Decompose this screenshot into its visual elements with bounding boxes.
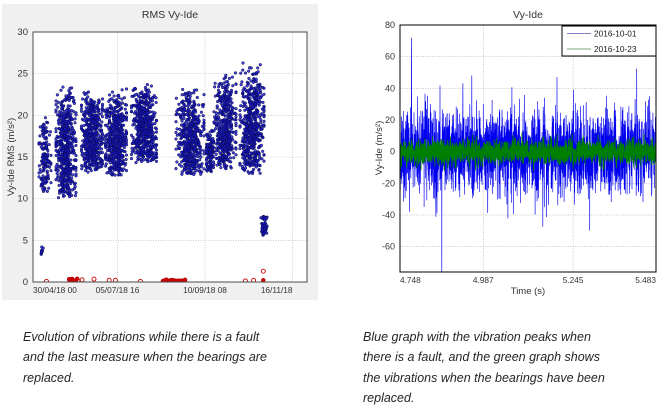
svg-text:15: 15 xyxy=(17,152,28,163)
svg-text:Vy-Ide RMS (m/s²): Vy-Ide RMS (m/s²) xyxy=(6,118,17,196)
svg-text:Vy-Ide: Vy-Ide xyxy=(513,9,543,21)
svg-text:5: 5 xyxy=(23,235,28,246)
svg-text:Time (s): Time (s) xyxy=(511,286,545,297)
svg-text:16/11/18: 16/11/18 xyxy=(261,285,293,295)
svg-text:20: 20 xyxy=(385,115,395,125)
svg-text:20: 20 xyxy=(17,110,28,121)
svg-text:60: 60 xyxy=(385,52,395,62)
svg-text:0: 0 xyxy=(23,277,28,288)
svg-text:4.987: 4.987 xyxy=(473,275,494,285)
svg-text:2016-10-01: 2016-10-01 xyxy=(594,28,637,38)
svg-text:RMS Vy-Ide: RMS Vy-Ide xyxy=(142,9,198,21)
svg-text:05/07/18 16: 05/07/18 16 xyxy=(96,285,140,295)
svg-text:30/04/18 00: 30/04/18 00 xyxy=(33,285,77,295)
svg-text:-60: -60 xyxy=(382,242,395,252)
svg-text:40: 40 xyxy=(385,83,395,93)
svg-text:10/09/18 08: 10/09/18 08 xyxy=(183,285,227,295)
svg-text:0: 0 xyxy=(390,147,395,157)
svg-text:30: 30 xyxy=(17,27,28,38)
svg-text:5.245: 5.245 xyxy=(563,275,584,285)
svg-text:Vy-Ide (m/s²): Vy-Ide (m/s²) xyxy=(374,121,385,176)
svg-text:-40: -40 xyxy=(382,210,395,220)
svg-text:2016-10-23: 2016-10-23 xyxy=(594,44,637,54)
svg-text:5.483: 5.483 xyxy=(635,275,656,285)
svg-text:-20: -20 xyxy=(382,178,395,188)
svg-text:80: 80 xyxy=(385,20,395,30)
svg-text:10: 10 xyxy=(17,194,28,205)
svg-text:25: 25 xyxy=(17,69,28,80)
svg-text:4.748: 4.748 xyxy=(400,275,421,285)
